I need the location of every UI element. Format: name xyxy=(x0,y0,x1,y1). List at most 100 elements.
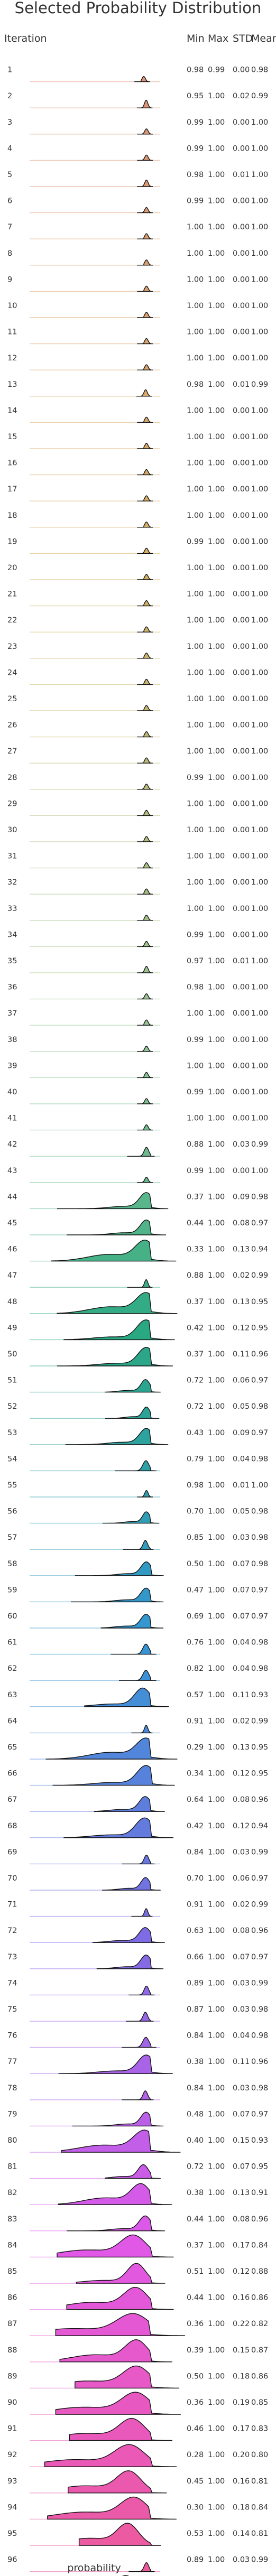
stat-min-value: 1.00 xyxy=(187,1009,204,1018)
stat-std-value: 0.07 xyxy=(233,1560,250,1568)
density-curve xyxy=(137,941,153,947)
stat-mean-value: 0.95 xyxy=(251,1770,268,1778)
iteration-label: 40 xyxy=(7,1088,17,1096)
stat-min-value: 1.00 xyxy=(187,223,204,231)
density-curve xyxy=(126,2012,154,2022)
stat-min-value: 0.99 xyxy=(187,1088,204,1096)
stat-std-value: 0.00 xyxy=(233,1088,250,1096)
stat-max-value: 1.00 xyxy=(208,826,225,834)
ridgeline-row: 32 1.00 1.00 0.00 1.00 xyxy=(7,878,268,895)
density-curve xyxy=(137,154,153,161)
stat-max-value: 1.00 xyxy=(208,2529,225,2538)
ridgeline-row: 50 0.37 1.00 0.11 0.96 xyxy=(7,1346,268,1366)
stat-std-value: 0.02 xyxy=(233,92,250,100)
density-curve xyxy=(137,312,153,318)
stat-std-value: 0.00 xyxy=(233,983,250,992)
iteration-label: 49 xyxy=(7,1324,17,1332)
ridgeline-rows: 1 0.98 0.99 0.00 0.982 0.95 1.00 0.02 0.993 0.99 1… xyxy=(7,66,268,2576)
ridgeline-row: 21 1.00 1.00 0.00 1.00 xyxy=(7,590,268,607)
stat-max-value: 1.00 xyxy=(208,2032,225,2040)
stat-max-value: 1.00 xyxy=(208,2425,225,2433)
density-curve xyxy=(137,784,153,790)
stat-min-value: 0.29 xyxy=(187,1743,204,1752)
stat-mean-value: 0.81 xyxy=(251,2477,268,2486)
iteration-label: 91 xyxy=(7,2425,17,2433)
stat-std-value: 0.03 xyxy=(233,1979,250,1987)
stat-max-value: 1.00 xyxy=(208,1691,225,1699)
ridgeline-row: 8 1.00 1.00 0.00 1.00 xyxy=(7,249,268,266)
iteration-label: 35 xyxy=(7,957,17,965)
ridgeline-row: 80 0.40 1.00 0.15 0.93 xyxy=(7,2129,268,2153)
stat-max-value: 1.00 xyxy=(208,1796,225,1804)
stat-min-value: 0.46 xyxy=(187,2425,204,2433)
stat-mean-value: 1.00 xyxy=(251,459,268,468)
iteration-label: 94 xyxy=(7,2503,17,2512)
density-curve xyxy=(102,1877,161,1891)
density-curve xyxy=(137,1019,153,1026)
ridgeline-row: 75 0.87 1.00 0.03 0.98 xyxy=(7,2005,268,2022)
iteration-label: 74 xyxy=(7,1979,17,1987)
stat-min-value: 0.99 xyxy=(187,1036,204,1044)
iteration-label: 71 xyxy=(7,1901,17,1909)
ridgeline-row: 29 1.00 1.00 0.00 1.00 xyxy=(7,799,268,816)
stat-std-value: 0.00 xyxy=(233,616,250,625)
iteration-label: 30 xyxy=(7,826,17,834)
stat-min-value: 1.00 xyxy=(187,668,204,677)
iteration-label: 64 xyxy=(7,1717,17,1725)
stat-max-value: 1.00 xyxy=(208,1848,225,1856)
ridgeline-row: 70 0.70 1.00 0.06 0.97 xyxy=(7,1874,268,1891)
stat-std-value: 0.04 xyxy=(233,1455,250,1463)
stat-std-value: 0.12 xyxy=(233,1770,250,1778)
stat-max-value: 1.00 xyxy=(208,1560,225,1568)
iteration-label: 52 xyxy=(7,1402,17,1411)
stat-min-value: 0.36 xyxy=(187,2320,204,2328)
stat-mean-value: 1.00 xyxy=(251,564,268,572)
stat-std-value: 0.00 xyxy=(233,1009,250,1018)
stat-min-value: 1.00 xyxy=(187,564,204,572)
stat-mean-value: 1.00 xyxy=(251,721,268,730)
stat-max-value: 1.00 xyxy=(208,144,225,153)
density-curve xyxy=(137,653,153,659)
stat-min-value: 1.00 xyxy=(187,643,204,651)
density-curve xyxy=(128,2562,155,2572)
density-curve xyxy=(137,259,153,266)
stat-mean-value: 0.97 xyxy=(251,1953,268,1961)
stat-max-value: 1.00 xyxy=(208,1927,225,1935)
stat-max-value: 1.00 xyxy=(208,1612,225,1621)
stat-std-value: 0.00 xyxy=(233,1036,250,1044)
ridgeline-row: 69 0.84 1.00 0.03 0.99 xyxy=(7,1848,268,1865)
density-curve xyxy=(58,2183,172,2205)
stat-mean-value: 1.00 xyxy=(251,852,268,861)
density-curve xyxy=(137,1098,153,1104)
ridgeline-row: 36 0.98 1.00 0.00 1.00 xyxy=(7,983,268,1000)
iteration-label: 9 xyxy=(7,275,12,284)
stat-std-value: 0.00 xyxy=(233,433,250,441)
iteration-label: 4 xyxy=(7,144,12,153)
stat-max-value: 1.00 xyxy=(208,485,225,494)
ridgeline-row: 54 0.79 1.00 0.04 0.98 xyxy=(7,1455,268,1472)
ridgeline-row: 15 1.00 1.00 0.00 1.00 xyxy=(7,433,268,449)
stat-min-value: 0.99 xyxy=(187,1167,204,1175)
ridgeline-row: 76 0.84 1.00 0.04 0.98 xyxy=(7,2032,268,2048)
stat-std-value: 0.07 xyxy=(233,1953,250,1961)
density-curve xyxy=(115,1460,157,1472)
density-curve xyxy=(84,1687,169,1707)
iteration-label: 6 xyxy=(7,197,12,206)
stat-max-value: 1.00 xyxy=(208,354,225,362)
stat-std-value: 0.13 xyxy=(233,1743,250,1752)
stat-min-value: 0.63 xyxy=(187,1927,204,1935)
iteration-label: 29 xyxy=(7,799,17,808)
stat-mean-value: 0.97 xyxy=(251,1586,268,1594)
iteration-label: 12 xyxy=(7,354,17,362)
stat-max-value: 1.00 xyxy=(208,2136,225,2145)
ridgeline-row: 13 0.98 1.00 0.01 0.99 xyxy=(7,380,268,397)
density-curve xyxy=(57,1346,173,1366)
stat-min-value: 1.00 xyxy=(187,354,204,362)
stat-std-value: 0.00 xyxy=(233,695,250,703)
stat-std-value: 0.00 xyxy=(233,118,250,127)
stat-min-value: 0.98 xyxy=(187,380,204,389)
ridgeline-row: 23 1.00 1.00 0.00 1.00 xyxy=(7,643,268,659)
ridgeline-row: 67 0.64 1.00 0.08 0.96 xyxy=(7,1796,268,1812)
iteration-label: 14 xyxy=(7,406,17,415)
stat-max-value: 1.00 xyxy=(208,774,225,782)
